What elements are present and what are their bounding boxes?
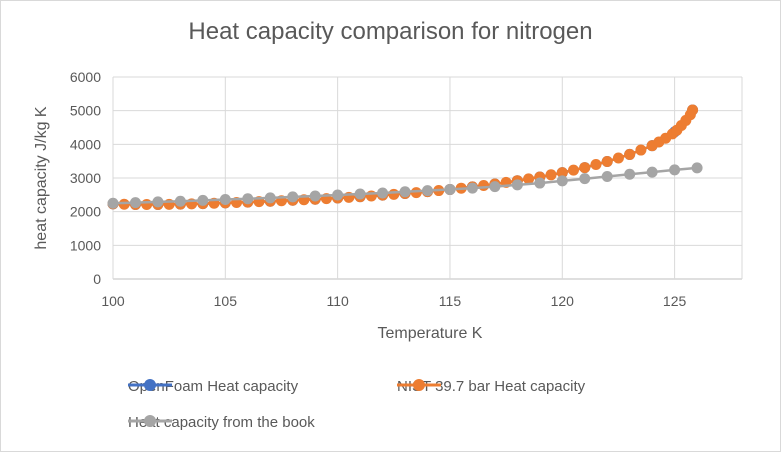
- series-1-point-1: [118, 198, 130, 210]
- series-2-point-18: [511, 179, 523, 191]
- series-1-point-33: [478, 180, 490, 192]
- series-2-point-21: [579, 173, 591, 185]
- y-tick-label-5: 5000: [70, 103, 101, 119]
- series-1-point-56: [687, 104, 699, 116]
- x-tick-label-2: 110: [326, 293, 349, 309]
- series-2-point-17: [489, 181, 501, 193]
- series-2-point-7: [264, 192, 276, 204]
- series-2-point-10: [332, 189, 344, 201]
- legend-label-openfoam: OpenFoam Heat capacity: [128, 378, 299, 395]
- series-2-point-16: [466, 182, 478, 194]
- series-2-point-3: [174, 195, 186, 207]
- legend-label-book: Heat capacity from the book: [128, 414, 315, 431]
- x-axis-title: Temperature K: [378, 325, 483, 342]
- y-tick-label-2: 2000: [70, 204, 101, 220]
- legend-swatch-book: [128, 415, 172, 427]
- chart-title: Heat capacity comparison for nitrogen: [188, 18, 593, 45]
- x-tick-label-5: 125: [663, 293, 687, 309]
- legend-swatch-openfoam: [128, 379, 172, 391]
- y-tick-label-3: 3000: [70, 170, 101, 186]
- series-2-point-9: [309, 190, 321, 202]
- legend-label-nist: NIST 39.7 bar Heat capacity: [397, 378, 586, 395]
- series-2-point-22: [601, 170, 613, 182]
- series-layer: [107, 104, 703, 210]
- y-tick-labels: 0 1000 2000 3000 4000 5000 6000: [70, 69, 101, 287]
- series-1-point-40: [556, 167, 568, 179]
- series-1-point-25: [388, 188, 400, 200]
- x-tick-label-4: 120: [551, 293, 575, 309]
- series-1-point-43: [590, 159, 602, 171]
- series-2-point-0: [107, 197, 119, 209]
- series-2: [107, 162, 703, 209]
- x-tick-label-3: 115: [439, 293, 462, 309]
- series-1-point-42: [579, 162, 591, 174]
- y-tick-label-1: 1000: [70, 237, 101, 253]
- series-1-point-41: [568, 164, 580, 176]
- y-tick-label-4: 4000: [70, 136, 101, 152]
- series-2-point-20: [556, 175, 568, 187]
- series-2-point-15: [444, 183, 456, 195]
- series-1-point-46: [624, 148, 636, 160]
- series-2-point-8: [287, 191, 299, 203]
- grid-lines: [112, 76, 743, 280]
- series-2-point-12: [377, 187, 389, 199]
- series-2-point-2: [152, 196, 164, 208]
- series-2-point-13: [399, 186, 411, 198]
- x-tick-label-1: 105: [214, 293, 238, 309]
- series-2-point-24: [646, 166, 658, 178]
- legend-item-book: Heat capacity from the book: [128, 414, 315, 431]
- series-1-point-45: [612, 152, 624, 164]
- series-1-point-47: [635, 144, 647, 156]
- series-2-point-4: [197, 194, 209, 206]
- legend-item-nist: NIST 39.7 bar Heat capacity: [397, 378, 585, 395]
- y-axis-title: heat capacity J/kg K: [33, 106, 50, 250]
- series-1-point-37: [523, 173, 535, 185]
- series-2-point-14: [422, 185, 433, 197]
- series-2-point-19: [534, 177, 546, 189]
- legend-swatch-nist: [397, 379, 441, 391]
- series-2-point-6: [242, 193, 254, 205]
- series-2-point-5: [219, 194, 231, 206]
- series-1-point-3: [141, 198, 153, 210]
- series-2-point-11: [354, 188, 366, 200]
- y-tick-label-6: 6000: [70, 69, 101, 85]
- series-2-point-23: [624, 168, 636, 180]
- series-1-point-39: [545, 169, 557, 181]
- series-2-point-26: [691, 162, 703, 174]
- series-2-point-1: [129, 197, 141, 209]
- legend-item-openfoam: OpenFoam Heat capacity: [128, 378, 298, 395]
- x-tick-label-0: 100: [101, 293, 125, 309]
- series-1-point-44: [601, 156, 613, 168]
- x-tick-labels: 100 105 110 115 120 125: [101, 293, 686, 309]
- series-2-point-25: [669, 164, 681, 176]
- y-tick-label-0: 0: [93, 271, 101, 287]
